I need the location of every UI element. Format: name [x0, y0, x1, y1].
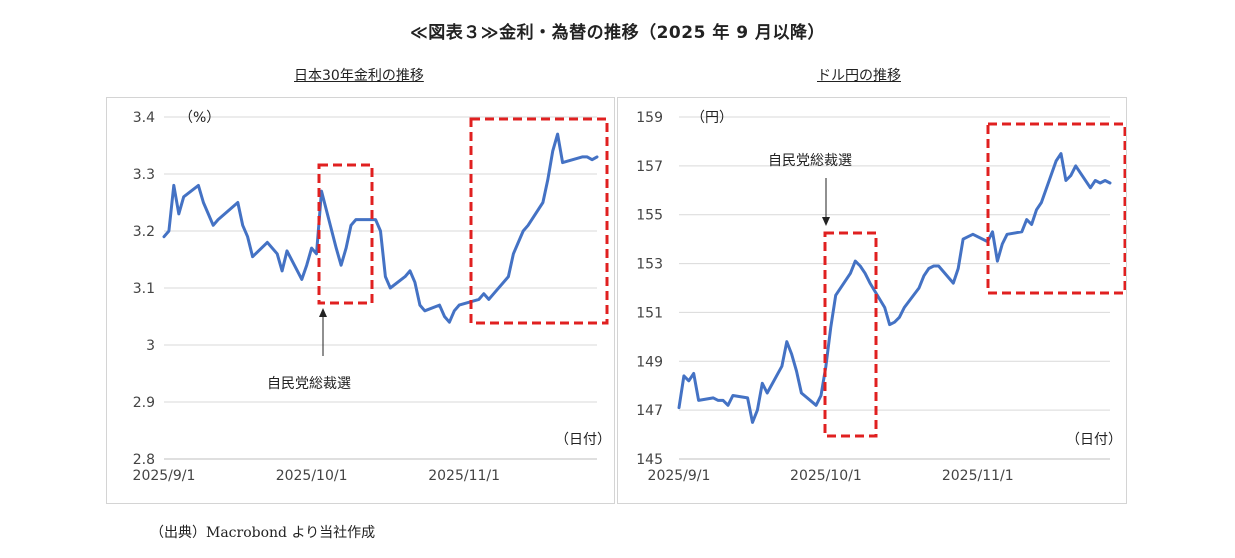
left-y-tick-label: 3.2 — [133, 224, 155, 240]
left-y-tick-label: 3.1 — [133, 281, 155, 297]
left-x-tick-label: 2025/11/1 — [428, 468, 500, 484]
right-y-tick-label: 149 — [636, 354, 663, 370]
left-x-tick-label: 2025/10/1 — [276, 468, 348, 484]
left-highlight-box-1 — [317, 163, 374, 305]
left-chart-title: 日本30年金利の推移 — [294, 68, 424, 84]
left-x-tick-label: 2025/9/1 — [133, 468, 196, 484]
right-y-tick-label: 147 — [636, 403, 663, 419]
left-y-tick-label: 2.9 — [133, 395, 155, 411]
right-arrow-head — [822, 217, 830, 226]
right-chart-panel: 145 147 149 151 153 155 157 159 2025/9/1 2025/10/… — [617, 97, 1127, 504]
left-chart-panel: 2.8 2.9 3 3.1 3.2 3.3 3.4 2025/9/1 2025/10/1 2025… — [106, 97, 615, 504]
right-x-tick-label: 2025/10/1 — [790, 468, 862, 484]
right-series-line — [677, 152, 1112, 424]
left-y-tick-label: 2.8 — [133, 452, 155, 468]
left-y-tick-label: 3 — [146, 338, 155, 354]
left-arrow-head — [319, 308, 327, 317]
right-x-tick-label: 2025/11/1 — [942, 468, 1014, 484]
right-y-tick-label: 145 — [636, 452, 663, 468]
left-highlight-box-2 — [469, 117, 609, 325]
right-y-tick-label: 159 — [636, 110, 663, 126]
left-chart-svg: 2.8 2.9 3 3.1 3.2 3.3 3.4 2025/9/1 2025/10/1 2025… — [133, 110, 611, 484]
left-unit-label: （%） — [179, 110, 220, 126]
left-x-axis-label: （日付） — [555, 432, 611, 448]
right-chart-svg: 145 147 149 151 153 155 157 159 2025/9/1 2025/10/… — [636, 110, 1126, 484]
left-y-tick-label: 3.3 — [133, 167, 155, 183]
right-highlight-box-2 — [986, 122, 1126, 295]
right-highlight-box-1 — [823, 231, 878, 438]
right-x-tick-label: 2025/9/1 — [648, 468, 711, 484]
left-series-line — [162, 132, 599, 324]
left-y-tick-label: 3.4 — [133, 110, 155, 126]
right-annotation-label: 自民党総裁選 — [768, 153, 852, 169]
right-y-tick-label: 153 — [636, 257, 663, 273]
source-note: （出典）Macrobond より当社作成 — [150, 525, 376, 541]
right-unit-label: （円） — [691, 110, 733, 126]
right-y-tick-label: 151 — [636, 305, 663, 321]
left-annotation-label: 自民党総裁選 — [267, 376, 351, 392]
right-chart-title: ドル円の推移 — [817, 68, 901, 84]
right-y-tick-label: 155 — [636, 208, 663, 224]
right-y-tick-label: 157 — [636, 159, 663, 175]
page-title: ≪図表３≫金利・為替の推移（2025 年 9 月以降） — [410, 23, 825, 43]
right-x-axis-label: （日付） — [1066, 432, 1122, 448]
